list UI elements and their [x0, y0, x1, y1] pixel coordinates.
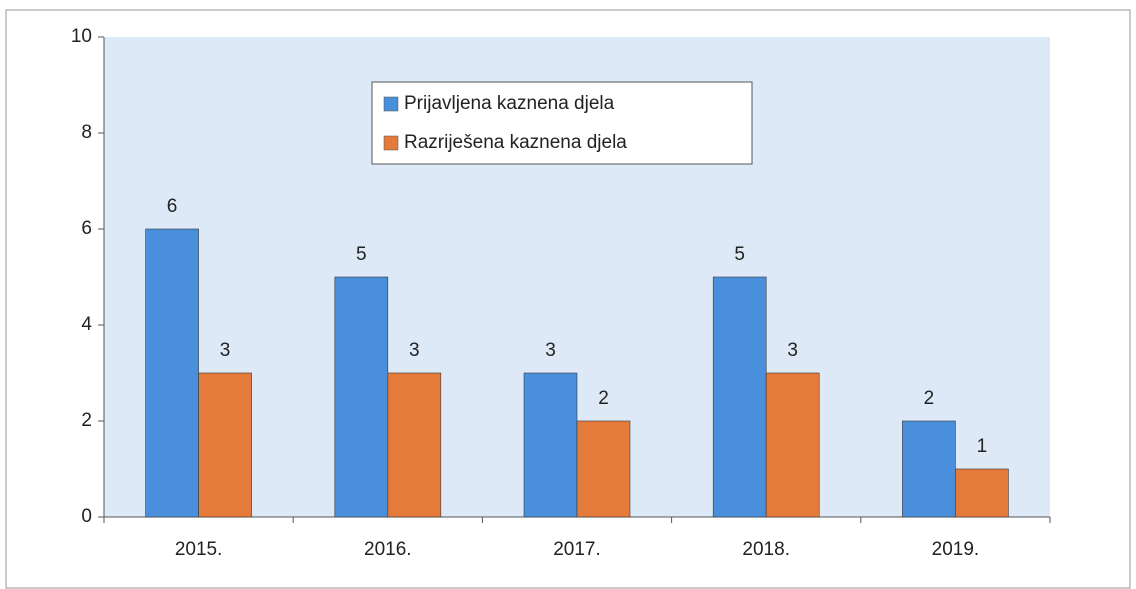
data-label: 3 [409, 340, 420, 361]
bar [955, 468, 1009, 518]
x-tick-label: 2019. [932, 539, 980, 560]
data-label: 2 [598, 388, 609, 409]
x-tick-label: 2017. [553, 539, 601, 560]
bar [765, 372, 820, 518]
x-tick-label: 2016. [364, 539, 412, 560]
bar [334, 276, 389, 518]
legend-swatch [383, 96, 399, 112]
legend-box [371, 81, 753, 165]
y-tick-label: 2 [81, 410, 92, 431]
y-tick-label: 0 [81, 506, 92, 527]
data-label: 5 [734, 244, 745, 265]
data-label: 5 [356, 244, 367, 265]
bar [523, 372, 578, 518]
x-tick-label: 2018. [742, 539, 790, 560]
y-tick-label: 8 [81, 122, 92, 143]
x-tick-label: 2015. [175, 539, 223, 560]
bar [198, 372, 252, 518]
y-tick-label: 6 [81, 218, 92, 239]
legend-label: Razriješena kaznena djela [404, 132, 627, 153]
legend-label: Prijavljena kaznena djela [404, 93, 615, 114]
data-label: 1 [977, 436, 988, 457]
bar [712, 276, 767, 518]
data-label: 3 [545, 340, 556, 361]
data-label: 3 [220, 340, 231, 361]
data-label: 6 [167, 196, 178, 217]
bar [387, 372, 442, 518]
bar [576, 420, 631, 518]
data-label: 2 [924, 388, 935, 409]
legend-swatch [383, 135, 399, 151]
y-tick-label: 4 [81, 314, 92, 335]
y-tick-label: 10 [71, 26, 92, 47]
bar [145, 228, 199, 518]
bar [902, 420, 956, 518]
data-label: 3 [787, 340, 798, 361]
